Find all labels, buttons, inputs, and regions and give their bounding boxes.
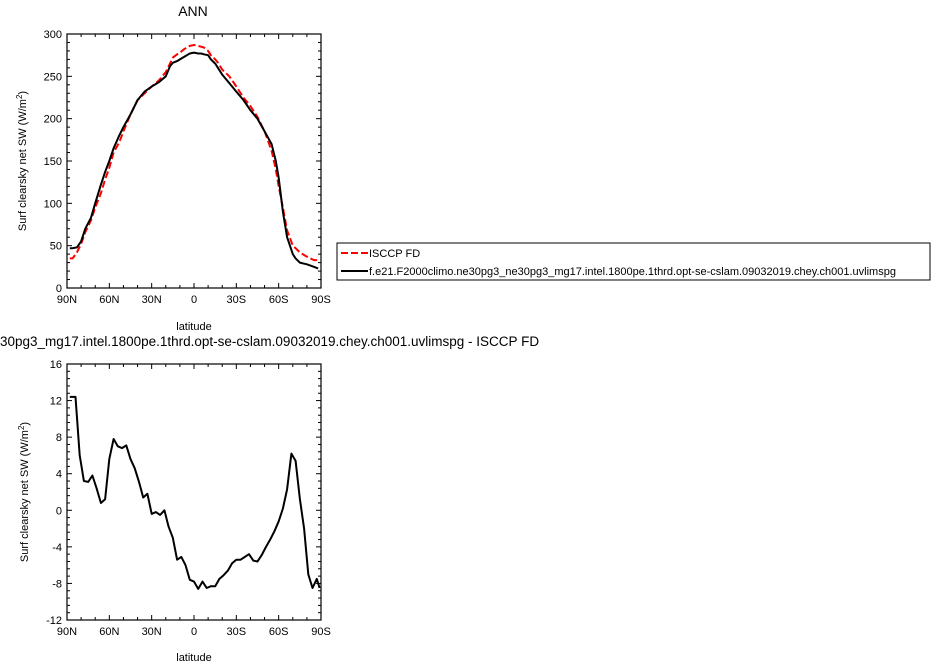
bottom-ytick-label: -4: [52, 542, 62, 554]
bottom-xtick-label: 90S: [311, 626, 331, 638]
bottom-xtick-label: 90N: [57, 626, 77, 638]
bottom-ytick-label: 8: [56, 432, 62, 444]
top-ytick-label: 250: [44, 71, 62, 83]
top-xtick-label: 30N: [142, 294, 162, 306]
top-xlabel: latitude: [176, 321, 211, 333]
bottom-xlabel: latitude: [176, 652, 211, 664]
top-series-group: [69, 44, 319, 270]
legend-label-isccp: ISCCP FD: [369, 248, 420, 260]
top-xtick-label: 90S: [311, 294, 331, 306]
top-ytick-label: 50: [50, 241, 62, 253]
bottom-ytick-label: 4: [56, 469, 62, 481]
top-chart-title: ANN: [178, 3, 208, 19]
top-series-1-line: [69, 51, 319, 270]
bottom-ytick-label: 16: [50, 359, 62, 371]
legend-label-model: f.e21.F2000climo.ne30pg3_ne30pg3_mg17.in…: [369, 266, 896, 278]
bottom-ylabel: Surf clearsky net SW (W/m2): [17, 422, 31, 562]
top-ytick-label: 150: [44, 156, 62, 168]
bottom-xtick-label: 30N: [142, 626, 162, 638]
bottom-xtick-label: 60S: [269, 626, 289, 638]
bottom-panel: 30pg3_mg17.intel.1800pe.1thrd.opt-se-csl…: [0, 334, 539, 664]
bottom-ytick-label: -12: [46, 615, 62, 627]
top-ytick-label: 0: [56, 283, 62, 295]
top-ytick-label: 200: [44, 114, 62, 126]
bottom-series-0-line: [69, 395, 321, 590]
bottom-axes-group: 90N 60N 30N 0 30S 60S 90S -12 -8 -4 0 4 8 12 16: [46, 359, 331, 638]
legend: ISCCP FD f.e21.F2000climo.ne30pg3_ne30pg…: [336, 242, 931, 281]
top-ytick-label: 100: [44, 198, 62, 210]
top-xtick-label: 30S: [227, 294, 247, 306]
top-panel: ANN 90N 60N 30N 0 30S 60S 90S 0 50 100 150 200 250 30…: [15, 3, 331, 333]
top-series-0-line: [69, 44, 319, 262]
bottom-xtick-label: 60N: [99, 626, 119, 638]
bottom-ytick-label: 0: [56, 505, 62, 517]
bottom-xtick-label: 30S: [227, 626, 247, 638]
bottom-ytick-label: 12: [50, 396, 62, 408]
bottom-series-group: [69, 395, 321, 590]
bottom-ytick-label: -8: [52, 578, 62, 590]
top-xtick-label: 90N: [57, 294, 77, 306]
top-ytick-label: 300: [44, 29, 62, 41]
top-axes-group: 90N 60N 30N 0 30S 60S 90S 0 50 100 150 200 250 300: [44, 29, 331, 306]
legend-box: [336, 242, 931, 281]
top-xtick-label: 0: [191, 294, 197, 306]
bottom-xtick-label: 0: [191, 626, 197, 638]
top-ylabel: Surf clearsky net SW (W/m2): [15, 91, 29, 231]
top-xtick-label: 60N: [99, 294, 119, 306]
top-xtick-label: 60S: [269, 294, 289, 306]
bottom-chart-title: 30pg3_mg17.intel.1800pe.1thrd.opt-se-csl…: [0, 334, 539, 349]
top-plot-frame: [66, 33, 322, 289]
